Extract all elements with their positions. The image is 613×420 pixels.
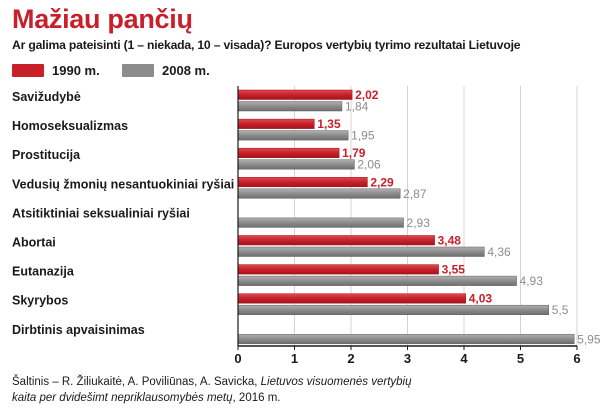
- data-label-2008-6: 4,93: [520, 274, 544, 288]
- bar-1990-6: [237, 264, 439, 275]
- bar-1990-2: [237, 147, 340, 158]
- category-label-2: Prostitucija: [12, 148, 81, 162]
- source-note: Šaltinis – R. Žiliukaitė, A. Poviliūnas,…: [12, 375, 412, 406]
- bar-1990-1: [237, 118, 315, 129]
- source-suffix: , 2016 m.: [232, 391, 281, 404]
- bar-chart: Savižudybė 2,021,84 Homoseksualizmas 1,35 1,…: [12, 86, 601, 366]
- category-label-0: Savižudybė: [12, 90, 81, 104]
- data-label-1990-3: 2,29: [370, 175, 394, 189]
- legend-swatch-1990: [12, 64, 44, 77]
- bar-1990-5: [237, 235, 435, 246]
- data-label-2008-1: 1,95: [351, 129, 375, 143]
- data-label-2008-7: 5,5: [552, 303, 569, 317]
- x-tick-label-4: 4: [460, 351, 468, 366]
- category-label-5: Abortai: [12, 236, 56, 250]
- x-tick-label-1: 1: [291, 351, 298, 366]
- chart-title: Mažiau pančių: [12, 4, 193, 34]
- data-label-2008-0: 1,84: [345, 100, 369, 114]
- data-label-1990-0: 2,02: [355, 88, 379, 102]
- legend-label-2008: 2008 m.: [162, 63, 210, 78]
- bar-2008-0: [237, 101, 343, 112]
- x-tick-label-6: 6: [573, 351, 580, 366]
- category-label-1: Homoseksualizmas: [12, 119, 128, 133]
- data-label-1990-7: 4,03: [469, 292, 493, 306]
- bar-2008-4: [237, 217, 404, 228]
- bar-2008-3: [237, 188, 401, 199]
- x-tick-label-2: 2: [347, 351, 354, 366]
- bar-2008-1: [237, 130, 349, 141]
- x-tick-label-5: 5: [517, 351, 524, 366]
- category-label-8: Dirbtinis apvaisinimas: [12, 323, 145, 337]
- category-label-7: Skyrybos: [12, 294, 68, 308]
- data-label-1990-2: 1,79: [342, 146, 366, 160]
- bar-1990-7: [237, 293, 466, 304]
- x-tick-label-0: 0: [234, 351, 241, 366]
- source-book-title: Lietuvos visuomenės vertybių kaita per d…: [12, 376, 412, 404]
- data-label-2008-8: 5,95: [577, 332, 601, 346]
- category-label-3: Vedusių žmonių nesantuokiniai ryšiai: [12, 177, 234, 191]
- data-label-2008-3: 2,87: [403, 187, 427, 201]
- data-label-1990-6: 3,55: [442, 263, 466, 277]
- x-tick-label-3: 3: [404, 351, 411, 366]
- bar-2008-2: [237, 159, 355, 170]
- legend-swatch-2008: [122, 64, 154, 77]
- legend-label-1990: 1990 m.: [52, 63, 100, 78]
- bar-2008-5: [237, 246, 485, 257]
- bar-2008-6: [237, 275, 517, 286]
- bar-1990-0: [237, 89, 353, 100]
- data-label-2008-5: 4,36: [487, 245, 511, 259]
- data-label-1990-5: 3,48: [438, 234, 462, 248]
- source-prefix: Šaltinis – R. Žiliukaitė, A. Poviliūnas,…: [12, 376, 261, 388]
- data-label-1990-1: 1,35: [317, 117, 341, 131]
- bar-1990-3: [237, 177, 368, 188]
- chart-subtitle: Ar galima pateisinti (1 – niekada, 10 – …: [12, 38, 521, 52]
- data-label-2008-4: 2,93: [407, 216, 431, 230]
- data-label-2008-2: 2,06: [357, 158, 381, 172]
- bar-2008-7: [237, 304, 549, 315]
- category-label-4: Atsitiktiniai seksualiniai ryšiai: [12, 206, 190, 220]
- bar-2008-8: [237, 334, 575, 345]
- category-label-6: Eutanazija: [12, 265, 75, 279]
